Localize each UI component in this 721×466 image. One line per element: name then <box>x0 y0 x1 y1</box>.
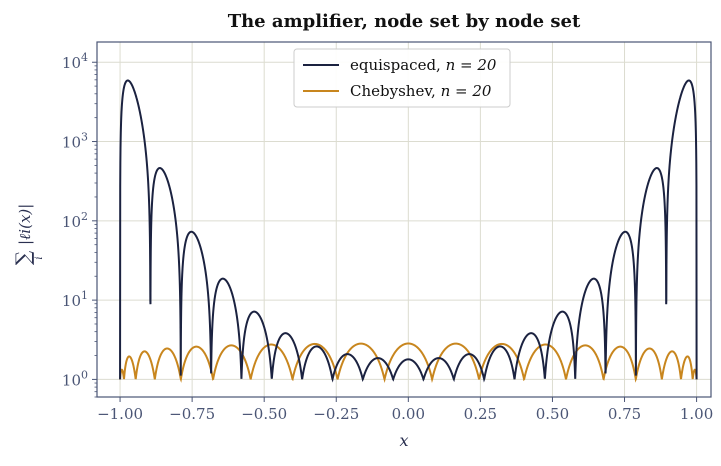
legend-box <box>293 48 511 108</box>
x-tick-label: −0.25 <box>313 405 359 423</box>
x-tick-label: 0.00 <box>392 405 425 423</box>
y-axis-label: ∑ i |ℓi(x)| <box>11 204 45 265</box>
chebyshev-series-line <box>119 342 698 384</box>
series-layer <box>119 79 698 384</box>
x-tick-label: 0.50 <box>536 405 569 423</box>
x-axis-label: x <box>399 431 408 450</box>
x-tick-label: 0.25 <box>464 405 497 423</box>
y-axis-label-body: |ℓi(x)| <box>16 204 34 245</box>
equispaced-series-line <box>119 79 698 383</box>
x-tick-label: 0.75 <box>608 405 641 423</box>
y-axis-label-sum: ∑ <box>11 250 35 265</box>
y-tick-label: 101 <box>62 289 88 310</box>
plot-frame <box>96 41 712 398</box>
y-tick-label: 100 <box>62 368 88 389</box>
y-axis-label-index: i <box>34 256 45 259</box>
legend-label-equispaced: equispaced, n = 20 <box>350 56 497 74</box>
x-tick-label: −0.75 <box>169 405 215 423</box>
chart-title: The amplifier, node set by node set <box>228 11 581 32</box>
legend: equispaced, n = 20 Chebyshev, n = 20 <box>293 48 511 108</box>
y-tick-label: 104 <box>62 51 88 72</box>
legend-label-chebyshev: Chebyshev, n = 20 <box>350 82 492 100</box>
y-tick-label: 102 <box>62 210 88 231</box>
x-tick-label: −1.00 <box>97 405 143 423</box>
y-tick-label: 103 <box>62 131 88 152</box>
x-axis-ticks: −1.00 −0.75 −0.50 −0.25 0.00 0.25 0.50 0.75 1.00 <box>97 397 713 423</box>
y-axis-ticks: 100 101 102 103 104 <box>62 51 97 398</box>
x-tick-label: −0.50 <box>241 405 287 423</box>
x-tick-label: 1.00 <box>680 405 713 423</box>
